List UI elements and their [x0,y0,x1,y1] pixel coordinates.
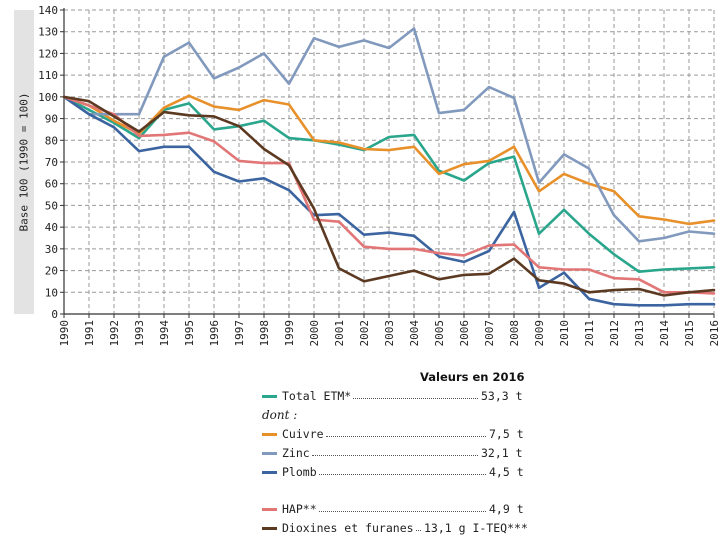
y-tick-label: 40 [45,221,58,234]
x-tick-label: 2003 [383,320,396,347]
y-axis-label-box [14,10,34,314]
legend-item-cuivre: Cuivre 7,5 t [262,427,562,441]
x-tick-label: 2010 [558,320,571,347]
legend-label-hap: HAP** [282,502,317,516]
legend-swatch-cuivre [262,433,277,436]
legend-label-plomb: Plomb [282,465,317,479]
legend-value-hap: 4,9 t [489,502,524,516]
legend-swatch-total-etm [262,395,277,398]
x-tick-label: 2015 [683,320,696,347]
legend-swatch-plomb [262,471,277,474]
legend-item-total-etm: Total ETM* 53,3 t [262,389,562,403]
series-line-etm [62,95,716,274]
y-tick-label: 70 [45,156,58,169]
x-tick-label: 2011 [583,320,596,347]
x-tick-label: 2014 [658,320,671,347]
x-tick-label: 1997 [233,320,246,347]
legend-value-zinc: 32,1 t [481,446,523,460]
series-line-plomb [62,95,716,307]
x-tick-label: 2009 [533,320,546,347]
x-tick-label: 1991 [83,320,96,347]
legend-label-zinc: Zinc [282,446,310,460]
y-tick-label: 140 [38,4,58,17]
y-axis-label: Base 100 (1990 = 100) [17,92,31,232]
legend-leader-hap [319,511,486,512]
legend-leader-dioxines [416,530,421,531]
line-chart: 0 10 20 30 40 50 60 70 80 90 100 110 120 130 140 1990 19… [38,4,721,347]
legend-leader-plomb [319,474,486,475]
legend-swatch-dioxines [262,527,277,530]
x-tick-label: 2005 [433,320,446,347]
series-line-hap [62,95,716,295]
x-tick-label: 2007 [483,320,496,347]
x-tick-label: 2012 [608,320,621,347]
series-line-zinc [62,27,716,243]
legend-item-plomb: Plomb 4,5 t [262,465,562,479]
legend-value-dioxines: 13,1 g I-TEQ*** [424,521,528,535]
legend-value-plomb: 4,5 t [489,465,524,479]
x-tick-label: 1994 [158,320,171,347]
y-tick-label: 0 [51,308,58,321]
x-tick-label: 1998 [258,320,271,347]
x-tick-label: 2000 [308,320,321,347]
x-tick-label: 1996 [208,320,221,347]
y-tick-label: 10 [45,286,58,299]
x-tick-label: 2002 [358,320,371,347]
y-tick-label: 50 [45,199,58,212]
x-tick-label: 2004 [408,320,421,347]
x-tick-label: 2008 [508,320,521,347]
legend-label-total-etm: Total ETM* [282,389,352,403]
y-tick-label: 110 [38,69,58,82]
legend-item-zinc: Zinc 32,1 t [262,446,562,460]
y-tick-label: 90 [45,113,58,126]
legend-leader-total-etm [353,398,478,399]
legend-leader-zinc [312,455,478,456]
series-line-cuivre [62,94,716,226]
legend-item-dioxines: Dioxines et furanes 13,1 g I-TEQ*** [262,521,562,535]
y-tick-label: 20 [45,265,58,278]
y-tick-label: 80 [45,134,58,147]
x-tick-label: 1995 [183,320,196,347]
y-tick-label: 60 [45,178,58,191]
y-tick-label: 100 [38,91,58,104]
series-line-dioxines [62,95,716,297]
x-tick-label: 1992 [108,320,121,347]
x-tick-label: 1999 [283,320,296,347]
x-tick-label: 2016 [708,320,721,347]
y-tick-label: 130 [38,26,58,39]
x-tick-label: 2001 [333,320,346,347]
legend-item-hap: HAP** 4,9 t [262,502,562,516]
x-tick-label: 1993 [133,320,146,347]
y-tick-label: 120 [38,47,58,60]
x-tick-label: 2006 [458,320,471,347]
legend-title: Valeurs en 2016 [420,370,525,384]
legend-leader-cuivre [326,436,486,437]
x-tick-label: 2013 [633,320,646,347]
y-tick-label: 30 [45,243,58,256]
legend-value-total-etm: 53,3 t [481,389,523,403]
legend-swatch-zinc [262,452,277,455]
legend-swatch-hap [262,508,277,511]
legend-dont-label: dont : [262,408,298,422]
legend-label-cuivre: Cuivre [282,427,324,441]
x-tick-label: 1990 [58,320,71,347]
legend-value-cuivre: 7,5 t [489,427,524,441]
legend-label-dioxines: Dioxines et furanes [282,521,414,535]
